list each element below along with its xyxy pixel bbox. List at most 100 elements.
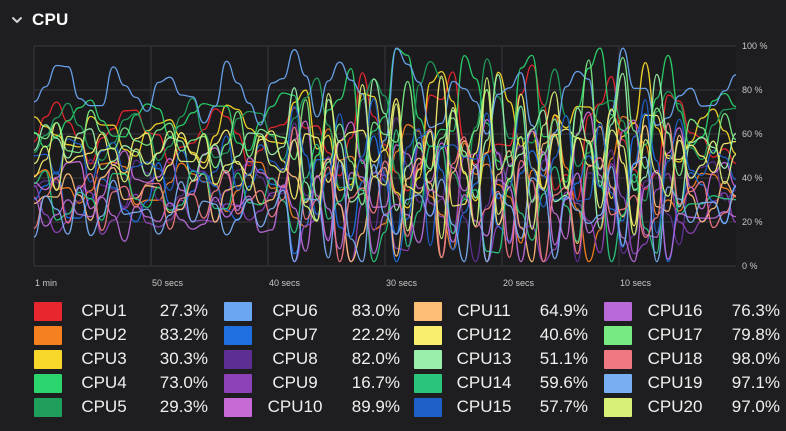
legend-series-name: CPU6 <box>272 301 318 320</box>
legend-series-name: CPU13 <box>456 349 512 368</box>
legend-series-value: 40.6% <box>539 325 588 344</box>
legend-series-name: CPU5 <box>81 397 127 416</box>
legend-item-cpu14[interactable]: CPU14 59.6% <box>414 372 588 394</box>
chevron-down-icon[interactable] <box>10 13 24 27</box>
legend-item-cpu19[interactable]: CPU19 97.1% <box>604 372 780 394</box>
legend-series-value: 82.0% <box>351 349 400 368</box>
series-line-cpu14 <box>33 122 737 263</box>
legend-swatch <box>414 349 442 369</box>
legend-series-value: 83.2% <box>159 325 208 344</box>
legend-item-cpu8[interactable]: CPU8 82.0% <box>224 348 400 370</box>
legend: CPU1 27.3% CPU2 83.2% CPU3 30.3% CPU4 73.0% CPU5… <box>34 300 784 420</box>
x-tick-label: 20 secs <box>503 278 535 288</box>
legend-series-value: 97.1% <box>731 373 780 392</box>
legend-series-value: 89.9% <box>351 397 400 416</box>
legend-series-name: CPU16 <box>647 301 703 320</box>
legend-item-cpu12[interactable]: CPU12 40.6% <box>414 324 588 346</box>
legend-series-name: CPU3 <box>81 349 127 368</box>
y-tick-label: 100 % <box>742 41 768 51</box>
legend-item-cpu20[interactable]: CPU20 97.0% <box>604 396 780 418</box>
legend-swatch <box>224 325 252 345</box>
legend-swatch <box>34 325 62 345</box>
legend-series-value: 64.9% <box>539 301 588 320</box>
series-line-cpu3 <box>33 61 737 209</box>
series-lines <box>33 47 737 263</box>
legend-item-cpu17[interactable]: CPU17 79.8% <box>604 324 780 346</box>
cpu-line-chart: 100 % 80 % 60 % 40 % 20 % 0 % 1 min 50 secs 40 s… <box>33 41 768 288</box>
legend-item-cpu11[interactable]: CPU11 64.9% <box>414 300 588 322</box>
series-line-cpu6 <box>33 47 737 174</box>
legend-series-name: CPU19 <box>647 373 703 392</box>
legend-swatch <box>224 301 252 321</box>
legend-series-value: 97.0% <box>731 397 780 416</box>
legend-item-cpu7[interactable]: CPU7 22.2% <box>224 324 400 346</box>
legend-series-value: 51.1% <box>539 349 588 368</box>
legend-series-value: 79.8% <box>731 325 780 344</box>
legend-series-value: 59.6% <box>539 373 588 392</box>
legend-item-cpu18[interactable]: CPU18 98.0% <box>604 348 780 370</box>
legend-series-name: CPU4 <box>81 373 127 392</box>
series-line-cpu12 <box>33 75 737 227</box>
legend-item-cpu13[interactable]: CPU13 51.1% <box>414 348 588 370</box>
legend-series-name: CPU2 <box>81 325 127 344</box>
legend-item-cpu2[interactable]: CPU2 83.2% <box>34 324 208 346</box>
x-tick-label: 10 secs <box>620 278 652 288</box>
legend-swatch <box>34 349 62 369</box>
legend-swatch <box>224 373 252 393</box>
series-line-cpu19 <box>33 156 737 263</box>
y-tick-label: 80 % <box>742 85 763 95</box>
legend-item-cpu1[interactable]: CPU1 27.3% <box>34 300 208 322</box>
legend-item-cpu15[interactable]: CPU15 57.7% <box>414 396 588 418</box>
x-tick-label: 30 secs <box>386 278 418 288</box>
legend-series-value: 73.0% <box>159 373 208 392</box>
legend-series-value: 29.3% <box>159 397 208 416</box>
legend-series-name: CPU9 <box>272 373 318 392</box>
legend-series-value: 30.3% <box>159 349 208 368</box>
legend-item-cpu16[interactable]: CPU16 76.3% <box>604 300 780 322</box>
series-line-cpu4 <box>33 47 737 203</box>
series-line-cpu16 <box>33 151 737 263</box>
legend-swatch <box>224 397 252 417</box>
legend-series-value: 57.7% <box>539 397 588 416</box>
legend-series-name: CPU8 <box>272 349 318 368</box>
legend-swatch <box>224 349 252 369</box>
series-line-cpu20 <box>33 77 737 240</box>
panel-title: CPU <box>32 10 69 29</box>
legend-item-cpu9[interactable]: CPU9 16.7% <box>224 372 400 394</box>
legend-swatch <box>604 373 632 393</box>
legend-item-cpu10[interactable]: CPU10 89.9% <box>224 396 400 418</box>
legend-swatch <box>604 325 632 345</box>
legend-series-name: CPU17 <box>647 325 703 344</box>
legend-swatch <box>414 301 442 321</box>
legend-swatch <box>604 349 632 369</box>
cpu-panel-header[interactable]: CPU <box>10 8 69 32</box>
legend-swatch <box>34 397 62 417</box>
x-tick-label: 1 min <box>35 278 57 288</box>
legend-item-cpu6[interactable]: CPU6 83.0% <box>224 300 400 322</box>
legend-swatch <box>414 373 442 393</box>
x-tick-label: 40 secs <box>269 278 301 288</box>
legend-swatch <box>34 301 62 321</box>
legend-series-name: CPU1 <box>81 301 127 320</box>
legend-series-name: CPU14 <box>456 373 512 392</box>
legend-swatch <box>34 373 62 393</box>
legend-item-cpu3[interactable]: CPU3 30.3% <box>34 348 208 370</box>
legend-series-name: CPU7 <box>272 325 318 344</box>
legend-series-value: 22.2% <box>351 325 400 344</box>
y-tick-label: 60 % <box>742 129 763 139</box>
legend-swatch <box>604 397 632 417</box>
legend-series-name: CPU11 <box>457 301 511 320</box>
legend-swatch <box>414 397 442 417</box>
legend-series-name: CPU18 <box>647 349 703 368</box>
legend-series-value: 76.3% <box>731 301 780 320</box>
legend-swatch <box>414 325 442 345</box>
y-tick-label: 20 % <box>742 217 763 227</box>
legend-item-cpu4[interactable]: CPU4 73.0% <box>34 372 208 394</box>
legend-item-cpu5[interactable]: CPU5 29.3% <box>34 396 208 418</box>
legend-series-value: 83.0% <box>351 301 400 320</box>
legend-series-name: CPU20 <box>647 397 703 416</box>
legend-series-name: CPU12 <box>456 325 512 344</box>
x-tick-label: 50 secs <box>152 278 184 288</box>
y-tick-label: 40 % <box>742 173 763 183</box>
legend-swatch <box>604 301 632 321</box>
